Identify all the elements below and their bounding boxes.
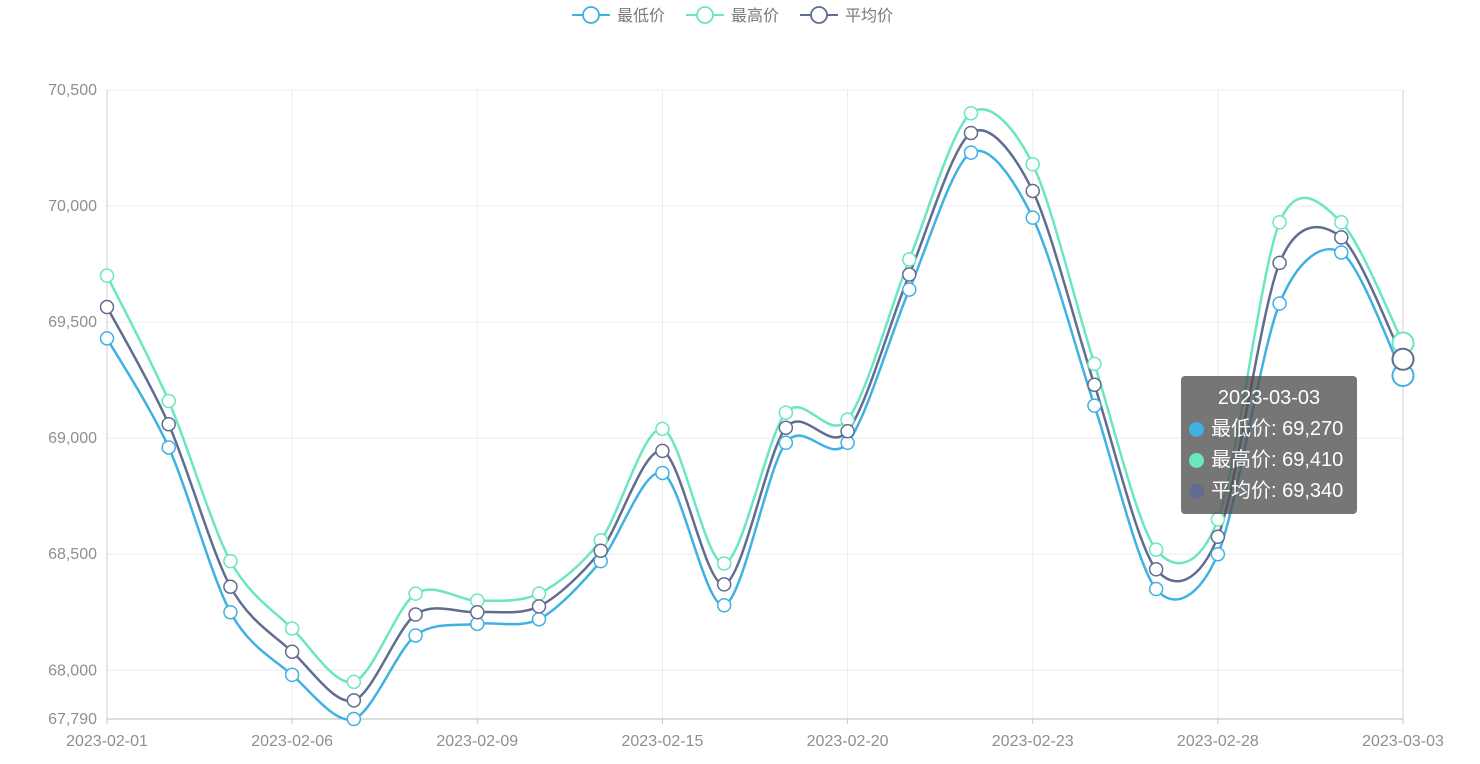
data-point-avg[interactable] xyxy=(346,693,362,708)
data-point-low[interactable] xyxy=(778,435,794,451)
axes: 67,790 68,000 68,500 69,000 69,500 70,000 70,5… xyxy=(48,82,1444,750)
data-point-low[interactable] xyxy=(346,711,362,727)
y-tick-label: 70,000 xyxy=(48,198,97,215)
data-point-avg[interactable] xyxy=(1087,377,1102,393)
x-tick-label: 2023-03-03 xyxy=(1362,733,1444,750)
data-point-avg[interactable] xyxy=(161,416,176,432)
data-point-avg[interactable] xyxy=(778,420,794,435)
tooltip-row-high: 最高价: 69,410 xyxy=(1181,445,1357,476)
data-points xyxy=(99,105,1415,727)
data-point-high[interactable] xyxy=(963,105,979,121)
legend-label: 最高价 xyxy=(731,7,779,25)
data-point-low[interactable] xyxy=(902,282,917,297)
data-point-avg[interactable] xyxy=(1148,562,1164,577)
tooltip-avg-marker xyxy=(1189,484,1204,499)
data-point-high[interactable] xyxy=(99,268,115,283)
data-point-low[interactable] xyxy=(1334,245,1349,260)
data-point-avg[interactable] xyxy=(531,599,547,614)
data-point-avg[interactable] xyxy=(840,423,855,439)
data-point-avg[interactable] xyxy=(1391,347,1415,371)
data-point-high[interactable] xyxy=(1148,542,1164,557)
legend: 最低价 最高价 平均价 xyxy=(572,6,893,25)
data-point-avg[interactable] xyxy=(1210,529,1226,545)
data-point-high[interactable] xyxy=(716,556,732,571)
data-point-high[interactable] xyxy=(161,393,176,409)
data-point-avg[interactable] xyxy=(963,125,979,141)
y-tick-label: 70,500 xyxy=(48,82,97,99)
data-point-high[interactable] xyxy=(1272,215,1287,230)
legend-label: 最低价 xyxy=(617,7,665,25)
tooltip-row-avg: 平均价: 69,340 xyxy=(1181,476,1357,507)
data-point-low[interactable] xyxy=(1272,296,1287,311)
x-tick-label: 2023-02-15 xyxy=(622,733,704,750)
data-point-high[interactable] xyxy=(531,586,547,601)
data-point-high[interactable] xyxy=(1210,512,1226,527)
legend-circle-icon xyxy=(696,6,714,24)
x-tick-label: 2023-02-01 xyxy=(66,733,148,750)
data-point-high[interactable] xyxy=(778,405,794,420)
tooltip-high-label: 最高价: 69,410 xyxy=(1211,449,1344,471)
data-point-avg[interactable] xyxy=(902,267,917,282)
series-line-high xyxy=(105,108,1405,684)
legend-item-low[interactable]: 最低价 xyxy=(572,6,665,25)
data-point-low[interactable] xyxy=(1148,581,1164,597)
data-point-low[interactable] xyxy=(531,611,547,627)
data-point-avg[interactable] xyxy=(223,579,238,594)
data-point-avg[interactable] xyxy=(593,543,608,558)
data-point-avg[interactable] xyxy=(284,644,300,659)
data-point-low[interactable] xyxy=(655,465,670,481)
y-tick-label: 68,500 xyxy=(48,546,97,563)
legend-item-avg[interactable]: 平均价 xyxy=(800,6,893,25)
data-point-low[interactable] xyxy=(716,598,732,613)
data-point-avg[interactable] xyxy=(408,607,423,622)
data-point-low[interactable] xyxy=(99,331,115,346)
legend-circle-icon xyxy=(582,6,600,24)
x-tick-label: 2023-02-23 xyxy=(992,733,1074,750)
tooltip-title: 2023-03-03 xyxy=(1217,387,1321,409)
legend-label: 平均价 xyxy=(845,7,893,25)
data-point-high[interactable] xyxy=(1025,157,1040,172)
tooltip-low-label: 最低价: 69,270 xyxy=(1211,418,1344,440)
data-point-avg[interactable] xyxy=(99,299,115,315)
data-point-avg[interactable] xyxy=(1025,183,1040,199)
data-point-low[interactable] xyxy=(408,628,423,643)
tooltip-high-marker xyxy=(1189,453,1204,468)
y-tick-label: 67,790 xyxy=(48,711,97,728)
data-point-high[interactable] xyxy=(655,421,670,437)
data-point-high[interactable] xyxy=(408,586,423,601)
y-tick-label: 69,500 xyxy=(48,314,97,331)
tooltip: 2023-03-03 最低价: 69,270 最高价: 69,410 平均价: … xyxy=(1181,376,1357,514)
data-point-high[interactable] xyxy=(902,252,917,267)
data-point-low[interactable] xyxy=(284,667,300,683)
data-point-high[interactable] xyxy=(1334,215,1349,230)
x-tick-label: 2023-02-09 xyxy=(436,733,518,750)
data-point-low[interactable] xyxy=(1025,210,1040,225)
data-point-avg[interactable] xyxy=(470,604,485,620)
tooltip-low-marker xyxy=(1189,422,1204,437)
legend-circle-icon xyxy=(810,6,828,24)
data-point-low[interactable] xyxy=(161,440,176,455)
y-tick-label: 69,000 xyxy=(48,430,97,447)
data-point-low[interactable] xyxy=(1210,546,1226,562)
data-point-low[interactable] xyxy=(963,145,979,160)
data-point-high[interactable] xyxy=(1087,356,1102,372)
y-tick-label: 68,000 xyxy=(48,662,97,679)
tooltip-row-low: 最低价: 69,270 xyxy=(1181,414,1357,445)
x-tick-label: 2023-02-20 xyxy=(807,733,889,750)
legend-item-high[interactable]: 最高价 xyxy=(686,6,779,25)
data-point-high[interactable] xyxy=(284,621,300,636)
data-point-low[interactable] xyxy=(223,604,238,620)
data-point-avg[interactable] xyxy=(655,443,670,459)
data-point-avg[interactable] xyxy=(1272,255,1287,271)
data-point-avg[interactable] xyxy=(1334,230,1349,245)
data-point-high[interactable] xyxy=(346,674,362,690)
tooltip-avg-label: 平均价: 69,340 xyxy=(1211,480,1344,502)
data-point-high[interactable] xyxy=(223,553,238,569)
data-point-avg[interactable] xyxy=(716,577,732,592)
x-tick-label: 2023-02-06 xyxy=(251,733,333,750)
x-tick-label: 2023-02-28 xyxy=(1177,733,1259,750)
data-point-low[interactable] xyxy=(1087,398,1102,413)
